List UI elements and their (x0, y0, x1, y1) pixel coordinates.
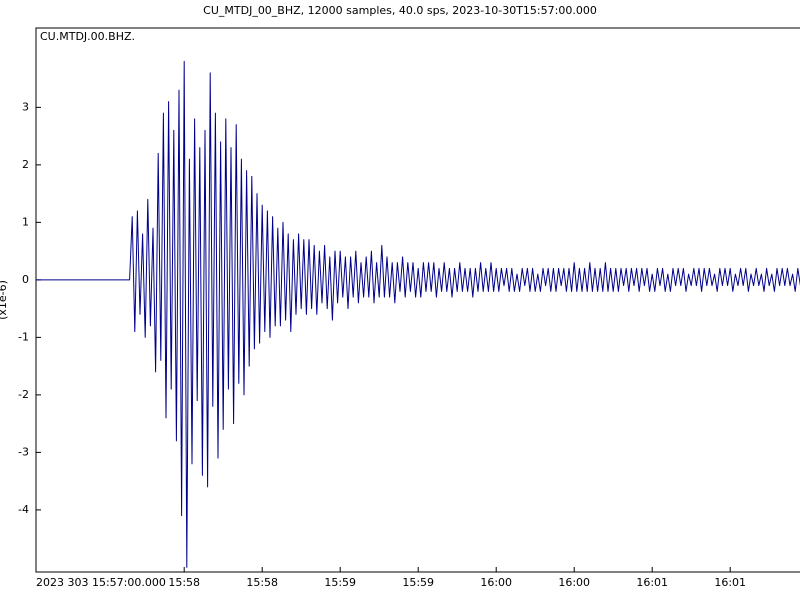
trace-label: CU.MTDJ.00.BHZ. (40, 30, 135, 43)
y-tick-label: -2 (18, 388, 29, 401)
x-tick-label: 15:58 (246, 576, 278, 589)
y-tick-label: 1 (22, 215, 29, 228)
x-tick-label: 15:59 (402, 576, 434, 589)
y-axis-label: (x1e-6) (0, 280, 9, 320)
x-tick-label: 16:01 (714, 576, 746, 589)
x-tick-label: 15:58 (168, 576, 200, 589)
x-tick-label: 16:00 (558, 576, 590, 589)
y-tick-label: -4 (18, 503, 29, 516)
x-tick-label: 16:01 (636, 576, 668, 589)
y-tick-label: -1 (18, 330, 29, 343)
y-tick-label: 0 (22, 273, 29, 286)
waveform (36, 60, 800, 568)
y-tick-label: 2 (22, 158, 29, 171)
y-tick-label: -3 (18, 445, 29, 458)
x-tick-label: 2023 303 15:57:00.000 (36, 576, 166, 589)
x-tick-label: 15:59 (324, 576, 356, 589)
y-tick-label: 3 (22, 100, 29, 113)
plot-frame (35, 27, 800, 573)
x-tick-label: 16:00 (480, 576, 512, 589)
chart-title: CU_MTDJ_00_BHZ, 12000 samples, 40.0 sps,… (203, 4, 597, 17)
